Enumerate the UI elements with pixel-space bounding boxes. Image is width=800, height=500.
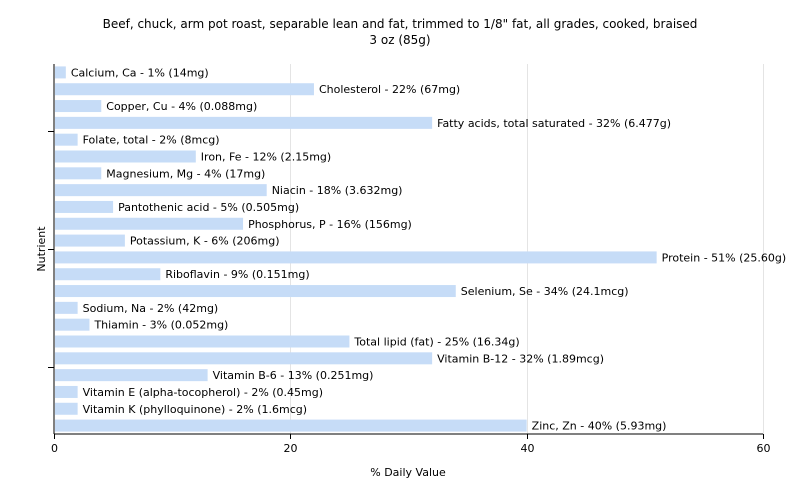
chart-subtitle: 3 oz (85g) (369, 33, 431, 47)
bar (55, 285, 456, 298)
bar (55, 116, 433, 129)
bar-label: Potassium, K - 6% (206mg) (130, 235, 280, 248)
bar-label: Vitamin K (phylloquinone) - 2% (1.6mcg) (83, 403, 307, 416)
x-tick-label: 20 (284, 442, 298, 455)
y-axis-label: Nutrient (35, 226, 48, 272)
bar (55, 200, 114, 213)
bar-label: Sodium, Na - 2% (42mg) (83, 302, 219, 315)
bar-label: Copper, Cu - 4% (0.088mg) (106, 100, 257, 113)
bar-label: Niacin - 18% (3.632mg) (272, 184, 403, 197)
bar-label: Total lipid (fat) - 25% (16.34g) (353, 336, 519, 349)
bar-label: Phosphorus, P - 16% (156mg) (248, 218, 412, 231)
bar (55, 301, 78, 314)
bar-label: Protein - 51% (25.60g) (662, 251, 787, 264)
bar (55, 385, 78, 398)
bar (55, 83, 314, 96)
bar (55, 150, 196, 163)
bar-label: Iron, Fe - 12% (2.15mg) (201, 151, 331, 164)
bar-label: Thiamin - 3% (0.052mg) (93, 319, 228, 332)
bar-label: Selenium, Se - 34% (24.1mcg) (461, 285, 629, 298)
bar (55, 369, 208, 382)
x-tick-label: 40 (521, 442, 535, 455)
bar-label: Vitamin B-12 - 32% (1.89mcg) (437, 352, 604, 365)
x-tick-label: 0 (51, 442, 58, 455)
bar (55, 167, 102, 180)
chart-title-text: Beef, chuck, arm pot roast, separable le… (102, 17, 698, 31)
bar-label: Cholesterol - 22% (67mg) (319, 83, 460, 96)
bar-label: Vitamin B-6 - 13% (0.251mg) (213, 369, 374, 382)
bar-label: Magnesium, Mg - 4% (17mg) (106, 167, 265, 180)
bar (55, 100, 102, 113)
x-tick-label: 60 (757, 442, 771, 455)
bar (55, 268, 161, 281)
chart-title: Beef, chuck, arm pot roast, separable le… (0, 16, 800, 48)
bar (55, 234, 125, 247)
bar-label: Pantothenic acid - 5% (0.505mg) (118, 201, 299, 214)
bar (55, 318, 90, 331)
bar-label: Zinc, Zn - 40% (5.93mg) (532, 420, 667, 433)
bar-label: Calcium, Ca - 1% (14mg) (71, 66, 209, 79)
bar (55, 335, 350, 348)
bar-label: Fatty acids, total saturated - 32% (6.47… (437, 117, 671, 130)
bar-label: Vitamin E (alpha-tocopherol) - 2% (0.45m… (83, 386, 323, 399)
bar (55, 66, 66, 79)
bar (55, 402, 78, 415)
bar-label: Riboflavin - 9% (0.151mg) (165, 268, 309, 281)
bar (55, 419, 527, 432)
bar (55, 352, 433, 365)
bar (55, 217, 244, 230)
bar-label: Folate, total - 2% (8mcg) (83, 134, 220, 147)
bar (55, 184, 267, 197)
bars-layer: Calcium, Ca - 1% (14mg) Cholesterol - 22%… (55, 66, 787, 433)
bar (55, 133, 78, 146)
x-axis-label: % Daily Value (370, 466, 446, 479)
ticks-layer: 0 20 40 60 (48, 131, 771, 455)
bar (55, 251, 657, 264)
